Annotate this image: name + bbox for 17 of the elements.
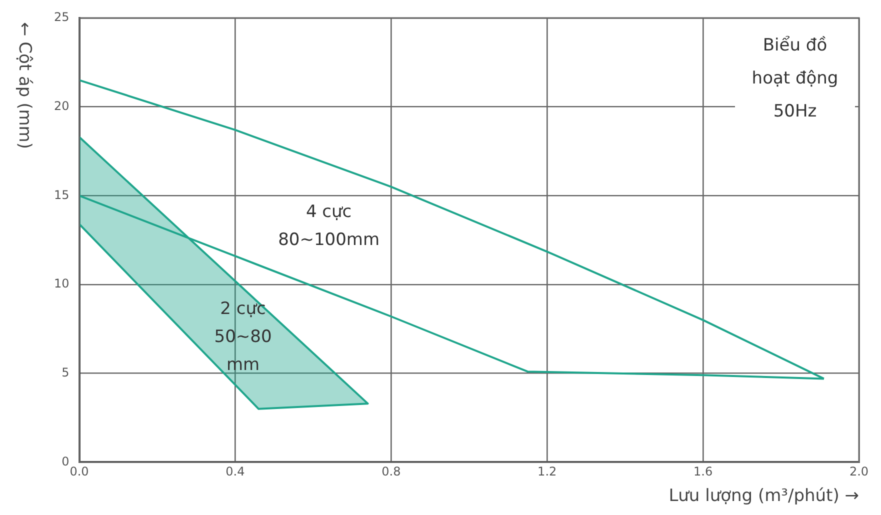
y-tick-label: 5 bbox=[62, 365, 70, 380]
x-tick-label: 0.8 bbox=[382, 464, 401, 479]
y-tick-label: 0 bbox=[62, 454, 70, 468]
text: Biểu đồ hoạt động 50Hz bbox=[752, 35, 838, 122]
y-tick-label: 25 bbox=[54, 10, 70, 24]
x-axis-title: Lưu lượng (m³/phút) → bbox=[668, 486, 859, 506]
annotation: 2 cực 50~80 mm bbox=[214, 299, 272, 376]
y-tick-label: 20 bbox=[54, 98, 70, 113]
y-axis-title: ← Cột áp (mm) bbox=[14, 22, 35, 149]
x-tick-label: 1.2 bbox=[538, 464, 557, 479]
x-tick-label: 0.0 bbox=[70, 464, 89, 479]
y-tick-label: 15 bbox=[54, 188, 70, 202]
x-tick-label: 0.4 bbox=[226, 464, 245, 479]
x-tick-label: 1.6 bbox=[694, 464, 713, 479]
y-tick-label: 10 bbox=[54, 276, 70, 291]
annotation: 4 cực 80~100mm bbox=[278, 202, 380, 250]
x-tick-label: 2.0 bbox=[849, 464, 869, 479]
